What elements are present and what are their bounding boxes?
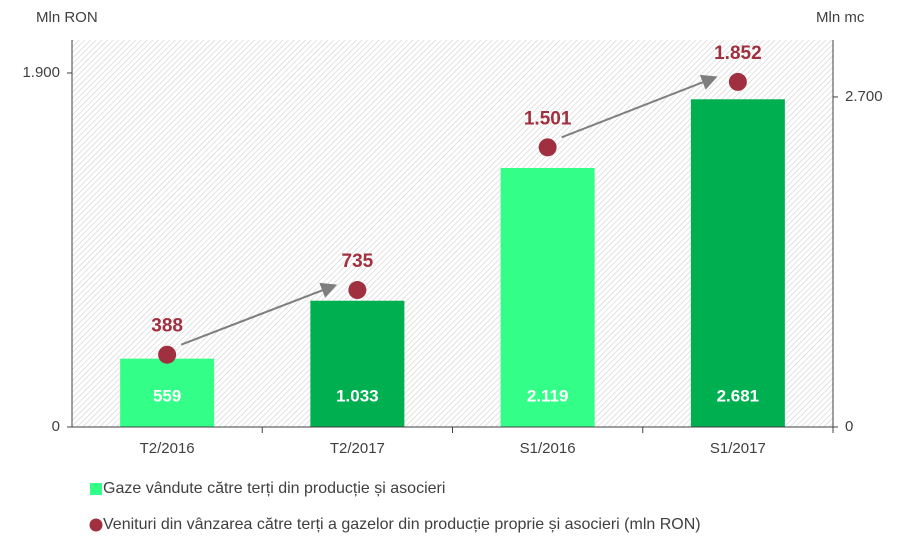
trend-arrow xyxy=(180,282,338,346)
x-tick-label: T2/2016 xyxy=(140,440,195,457)
bar-value-label: 2.681 xyxy=(717,386,760,405)
x-tick-label: S1/2016 xyxy=(520,440,576,457)
y2-tick-label: 0 xyxy=(845,418,853,435)
legend-label: Venituri din vânzarea către terți a gaze… xyxy=(103,516,701,533)
dot-value-label: 735 xyxy=(342,251,374,272)
bar xyxy=(500,167,595,427)
y-tick-label: 1.900 xyxy=(22,64,60,81)
bar xyxy=(120,358,215,427)
y-axis-title: Mln RON xyxy=(36,9,98,26)
y2-axis-title: Mln mc xyxy=(816,9,865,26)
legend-swatch xyxy=(89,518,103,532)
dot xyxy=(728,72,747,91)
y-tick-label: 0 xyxy=(52,418,60,435)
legend-swatch xyxy=(90,483,102,495)
dot xyxy=(158,345,177,364)
bar xyxy=(310,300,405,427)
dot xyxy=(538,138,557,157)
dot-value-label: 1.852 xyxy=(714,43,762,64)
bar-value-label: 559 xyxy=(153,386,181,405)
bar-value-label: 1.033 xyxy=(336,386,379,405)
dot-value-label: 1.501 xyxy=(524,108,572,129)
x-tick-label: T2/2017 xyxy=(330,440,385,457)
x-tick-label: S1/2017 xyxy=(710,440,766,457)
bar-value-label: 2.119 xyxy=(527,386,569,405)
dot-value-label: 388 xyxy=(151,316,183,337)
legend-label: Gaze vândute către terți din producție ș… xyxy=(103,480,445,497)
trend-arrow xyxy=(561,74,718,139)
dot xyxy=(348,281,367,300)
y2-tick-label: 2.700 xyxy=(845,88,883,105)
bar xyxy=(690,99,785,428)
